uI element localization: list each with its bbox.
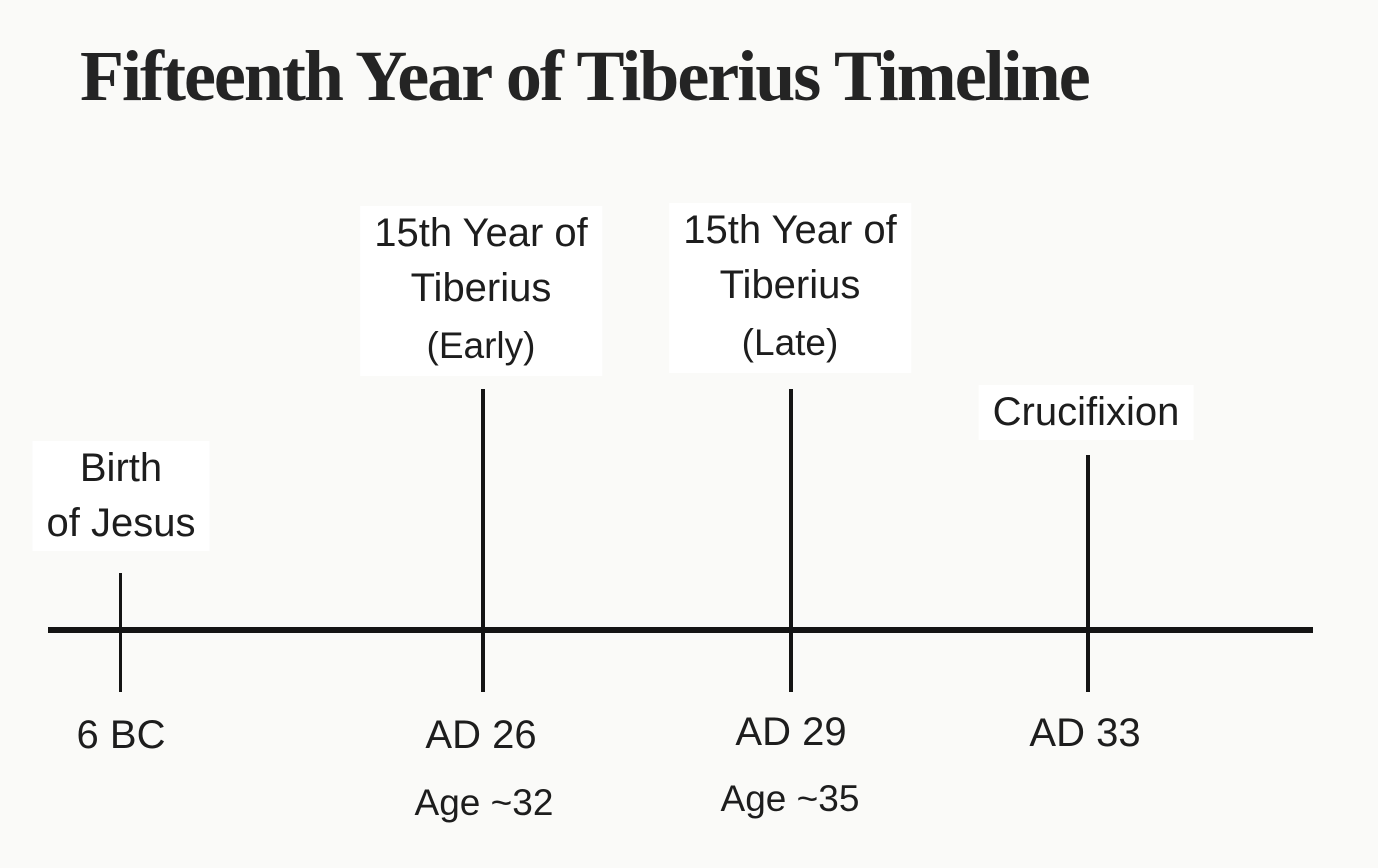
event-sublabel-late: (Late): [741, 322, 839, 363]
timeline-axis: [48, 627, 1313, 633]
event-label-crucifixion: Crucifixion: [978, 385, 1194, 440]
event-line-tiberius-late: [789, 389, 793, 692]
year-label-6-bc: 6 BC: [76, 713, 166, 757]
age-label-35: Age ~35: [720, 778, 860, 819]
year-label-ad-29: AD 29: [735, 710, 847, 754]
event-label-line-1: 15th Year of: [683, 208, 897, 252]
event-label-line-1: 15th Year of: [374, 211, 588, 255]
event-label-birth-of-jesus: Birth of Jesus: [32, 441, 210, 551]
event-label-line-2: Tiberius: [719, 263, 861, 307]
event-label-tiberius-late: 15th Year of Tiberius (Late): [669, 203, 911, 373]
year-label-ad-26: AD 26: [425, 713, 537, 757]
event-line-crucifixion: [1086, 455, 1090, 692]
event-label-tiberius-early: 15th Year of Tiberius (Early): [360, 206, 602, 376]
event-line-tiberius-early: [481, 389, 485, 692]
year-label-ad-33: AD 33: [1029, 711, 1141, 755]
age-label-32: Age ~32: [414, 782, 554, 823]
event-sublabel-early: (Early): [426, 325, 536, 366]
page-title: Fifteenth Year of Tiberius Timeline: [80, 36, 1091, 116]
event-label-line-1: Birth: [79, 446, 163, 490]
event-tick-birth-of-jesus: [119, 573, 122, 692]
event-label-line-1: Crucifixion: [992, 390, 1180, 434]
event-label-line-2: of Jesus: [46, 501, 196, 545]
event-label-line-2: Tiberius: [410, 266, 552, 310]
